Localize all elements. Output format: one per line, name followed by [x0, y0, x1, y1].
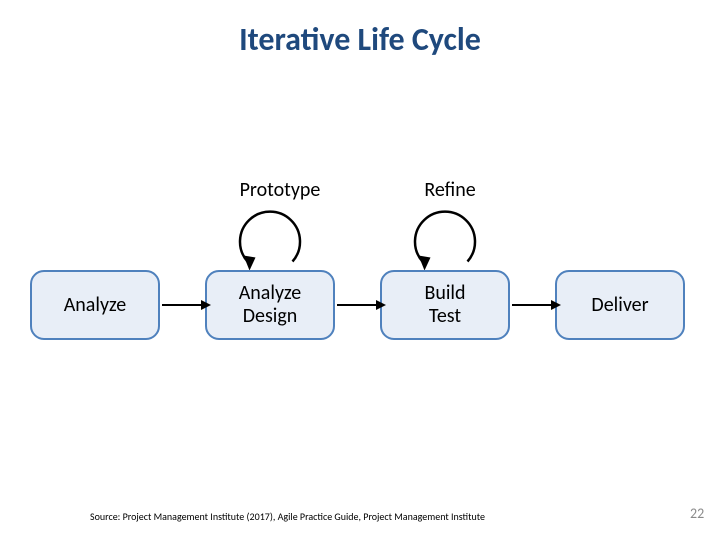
page-number: 22	[690, 505, 704, 522]
node-deliver: Deliver	[555, 270, 685, 340]
node-build-test-label: Build Test	[424, 282, 465, 328]
node-analyze-design-label: Analyze Design	[239, 282, 302, 328]
source-citation: Source: Project Management Institute (20…	[90, 510, 485, 523]
node-deliver-label: Deliver	[591, 294, 648, 317]
label-refine: Refine	[405, 178, 495, 202]
node-build-test: Build Test	[380, 270, 510, 340]
arrow-1	[162, 295, 215, 315]
arrow-2	[337, 295, 390, 315]
slide-title: Iterative Life Cycle	[0, 20, 720, 59]
arrow-3	[512, 295, 565, 315]
node-analyze-design: Analyze Design	[205, 270, 335, 340]
node-analyze-label: Analyze	[64, 294, 127, 317]
node-analyze: Analyze	[30, 270, 160, 340]
label-prototype: Prototype	[225, 178, 335, 202]
